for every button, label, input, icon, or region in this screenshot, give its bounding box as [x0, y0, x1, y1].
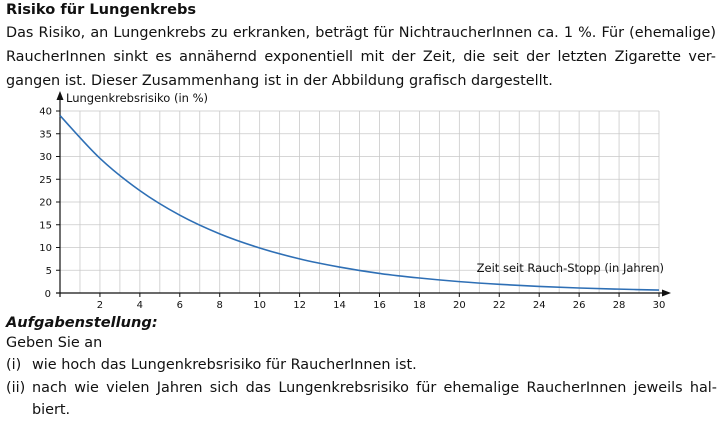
task-item-2-number: (ii)	[6, 380, 26, 396]
x-axis-arrow	[662, 289, 671, 297]
chart-axes	[56, 91, 671, 297]
x-axis-label: Zeit seit Rauch-Stopp (in Jahren)	[477, 261, 664, 275]
risk-chart: 2 4 6 8 10 12 14 16 18 20 22 24 26 28 3051015202530354…	[39, 91, 671, 311]
x-tick-label: 30	[653, 300, 666, 310]
task-item-2-line-2: biert.	[32, 402, 71, 418]
x-tick-label: 26	[573, 300, 586, 310]
task-heading: Aufgabenstellung:	[6, 314, 158, 331]
risk-curve	[59, 115, 660, 291]
x-tick-label: 12	[293, 300, 306, 310]
y-tick-label: 35	[39, 129, 52, 140]
intro-line-1: Das Risiko, an Lungenkrebs zu erkranken,…	[6, 25, 716, 41]
x-tick-label: 28	[613, 300, 626, 310]
origin-label: 0	[45, 289, 51, 300]
x-tick-label: 4	[137, 300, 143, 310]
x-tick-label: 6	[177, 300, 183, 310]
y-tick-label: 40	[39, 107, 52, 118]
x-tick-label: 18	[413, 300, 426, 310]
y-tick-label: 10	[39, 243, 52, 254]
page-title: Risiko für Lungenkrebs	[6, 1, 197, 18]
x-tick-label: 2	[97, 300, 103, 310]
intro-line-3: gangen ist. Dieser Zusammenhang ist in d…	[6, 73, 553, 89]
x-tick-label: 20	[453, 300, 466, 310]
y-tick-label: 5	[46, 266, 52, 277]
x-tick-label: 22	[493, 300, 506, 310]
y-tick-label: 25	[39, 175, 52, 186]
intro-paragraph: Das Risiko, an Lungenkrebs zu erkranken,…	[6, 21, 716, 93]
task-item-1-text: wie hoch das Lungenkrebsrisiko für Rauch…	[32, 357, 417, 373]
x-tick-label: 8	[217, 300, 223, 310]
x-tick-label: 24	[533, 300, 546, 310]
task-lead: Geben Sie an	[6, 335, 103, 351]
task-item-2-text: nach wie vielen Jahren sich das Lungenkr…	[32, 377, 717, 421]
x-tick-label: 14	[333, 300, 346, 310]
y-axis-label: Lungenkrebsrisiko (in %)	[66, 91, 208, 105]
y-tick-label: 15	[39, 220, 52, 231]
chart-tick-labels: 2 4 6 8 10 12 14 16 18 20 22 24 26 28 3051015202530354…	[39, 107, 665, 311]
x-tick-label: 16	[373, 300, 386, 310]
y-tick-label: 30	[39, 152, 52, 163]
y-tick-label: 20	[39, 198, 52, 209]
x-tick-label: 10	[253, 300, 266, 310]
task-item-1-number: (i)	[6, 357, 22, 373]
y-axis-arrow	[56, 91, 64, 100]
task-item-2-line-1: nach wie vielen Jahren sich das Lungenkr…	[32, 380, 717, 396]
intro-line-2: RaucherInnen sinkt es annähernd exponent…	[6, 49, 716, 65]
